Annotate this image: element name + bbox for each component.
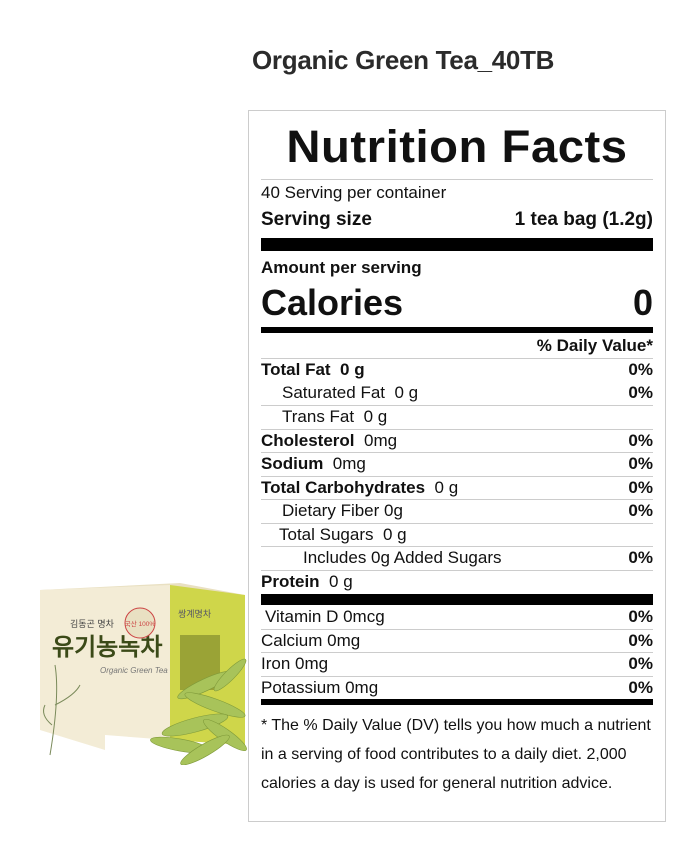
divider-thick bbox=[261, 594, 653, 605]
divider-medium bbox=[261, 327, 653, 333]
vitamin-row: Calcium 0mg 0% bbox=[261, 628, 653, 653]
origin-badge bbox=[124, 607, 156, 639]
divider-medium bbox=[261, 699, 653, 705]
vitamin-row: Vitamin D 0mcg 0% bbox=[265, 606, 653, 626]
nutrient-row: Dietary Fiber 0g 0% bbox=[261, 499, 653, 523]
nutrition-facts-panel: Nutrition Facts 40 Serving per container… bbox=[248, 110, 666, 822]
box-maker: 김동곤 명차 bbox=[70, 618, 115, 629]
origin-badge-text: 국산 100% bbox=[125, 619, 156, 628]
serving-size-row: Serving size 1 tea bag (1.2g) bbox=[261, 209, 653, 230]
nutrient-row: Total Fat 0 g 0% bbox=[261, 358, 653, 382]
amount-per-serving: Amount per serving bbox=[261, 258, 422, 277]
footnote: * The % Daily Value (DV) tells you how m… bbox=[261, 717, 651, 792]
nutrient-row: Sodium 0mg 0% bbox=[261, 452, 653, 476]
divider-thick bbox=[261, 238, 653, 251]
product-image: 김동곤 명차 유기농녹차 Organic Green Tea 국산 100% 쌍… bbox=[30, 565, 252, 766]
product-title: Organic Green Tea_40TB bbox=[252, 45, 555, 75]
calories-row: Calories 0 bbox=[261, 282, 653, 323]
nutrient-row: Total Carbohydrates 0 g 0% bbox=[261, 475, 653, 500]
nutrient-row: Total Sugars 0 g bbox=[261, 522, 653, 547]
nutrient-row: Saturated Fat 0 g 0% bbox=[282, 383, 653, 403]
box-korean-name: 유기농녹차 bbox=[52, 634, 162, 661]
nutrient-row: Cholesterol 0mg 0% bbox=[261, 428, 653, 453]
nutrient-row: Protein 0 g bbox=[261, 569, 653, 594]
vitamin-row: Potassium 0mg 0% bbox=[261, 675, 653, 700]
nutrition-heading: Nutrition Facts bbox=[286, 121, 628, 172]
box-subtitle: Organic Green Tea bbox=[100, 666, 168, 675]
nutrient-row: Trans Fat 0 g bbox=[261, 405, 653, 429]
box-brand: 쌍계명차 bbox=[178, 608, 212, 619]
nutrient-row: Includes 0g Added Sugars 0% bbox=[261, 546, 653, 570]
vitamin-row: Iron 0mg 0% bbox=[261, 652, 653, 676]
servings-per-container: 40 Serving per container bbox=[261, 182, 447, 202]
daily-value-header: % Daily Value* bbox=[536, 335, 653, 355]
